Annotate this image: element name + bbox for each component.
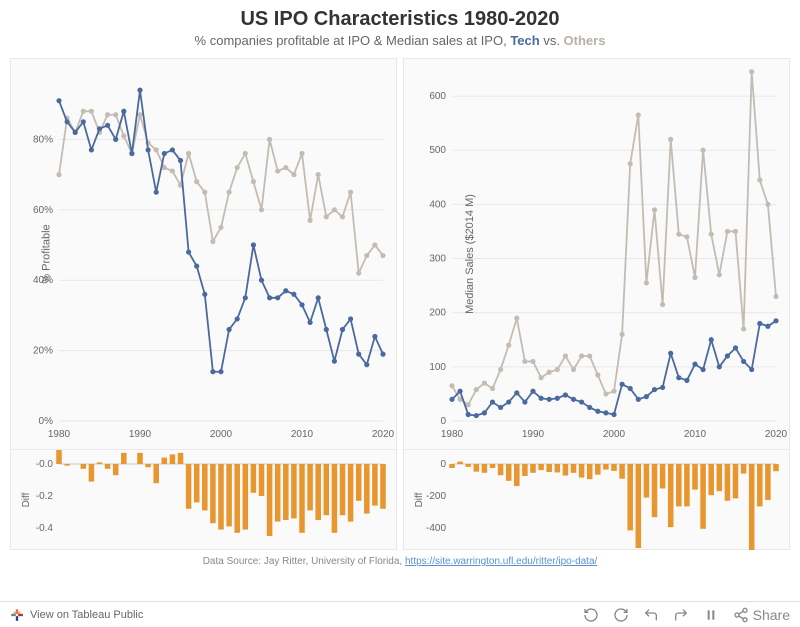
svg-text:1980: 1980 [441,429,464,440]
redo-icon[interactable] [613,607,629,623]
tableau-logo-icon [10,608,24,622]
svg-text:-0.4: -0.4 [36,523,54,534]
right-panel: Median Sales ($2014 M) 0 100 200 300 400 500 6… [403,58,790,550]
right-diff-chart: -400 -200 0 [404,450,788,550]
view-on-tableau-button[interactable]: View on Tableau Public [10,608,143,622]
subtitle-tech: Tech [510,33,539,48]
svg-text:2020: 2020 [372,429,395,440]
source-link[interactable]: https://site.warrington.ufl.edu/ritter/i… [405,556,597,567]
chart-subtitle: % companies profitable at IPO & Median s… [0,33,800,48]
svg-text:400: 400 [429,199,446,210]
revert-icon[interactable] [643,607,659,623]
svg-text:2020: 2020 [765,429,788,440]
share-button[interactable]: Share [733,607,790,623]
tableau-button-label: View on Tableau Public [30,609,143,621]
svg-text:1990: 1990 [522,429,545,440]
svg-text:2000: 2000 [210,429,233,440]
subtitle-others: Others [564,33,606,48]
undo-icon[interactable] [583,607,599,623]
source-prefix: Data Source: Jay Ritter, University of F… [203,556,405,567]
svg-text:1980: 1980 [48,429,71,440]
svg-text:-400: -400 [426,523,446,534]
svg-text:300: 300 [429,254,446,265]
svg-text:500: 500 [429,145,446,156]
svg-text:200: 200 [429,308,446,319]
svg-text:0: 0 [440,459,446,470]
svg-text:0%: 0% [39,416,54,427]
svg-text:20%: 20% [33,346,53,357]
data-source: Data Source: Jay Ritter, University of F… [0,556,800,567]
svg-text:60%: 60% [33,205,53,216]
right-main-chart: 0 100 200 300 400 500 600 1980 1990 2000 2010 2020 [404,59,788,449]
svg-text:-0.0: -0.0 [36,459,54,470]
share-label: Share [753,607,790,623]
svg-text:2000: 2000 [603,429,626,440]
share-icon [733,607,749,623]
refresh-icon[interactable] [673,607,689,623]
subtitle-prefix: % companies profitable at IPO & Median s… [195,33,511,48]
svg-text:2010: 2010 [684,429,707,440]
svg-text:80%: 80% [33,134,53,145]
svg-text:1990: 1990 [129,429,152,440]
left-y-label: % Profitable [41,224,53,283]
pause-icon[interactable] [703,607,719,623]
svg-text:-200: -200 [426,491,446,502]
right-diff-label: Diff [414,492,425,507]
svg-text:2010: 2010 [291,429,314,440]
chart-title: US IPO Characteristics 1980-2020 [0,8,800,31]
svg-text:0: 0 [440,416,446,427]
tableau-toolbar: View on Tableau Public Share [0,601,800,627]
svg-text:100: 100 [429,362,446,373]
left-panel: % Profitable 0%20%40%60%80%1980199020002… [10,58,397,550]
svg-text:-0.2: -0.2 [36,491,54,502]
left-diff-chart: -0.4 -0.2 -0.0 [11,450,395,550]
svg-text:600: 600 [429,91,446,102]
subtitle-vs: vs. [540,33,564,48]
left-main-chart: 0%20%40%60%80%19801990200020102020 [11,59,395,449]
right-y-label: Median Sales ($2014 M) [464,194,476,314]
left-diff-label: Diff [21,492,32,507]
